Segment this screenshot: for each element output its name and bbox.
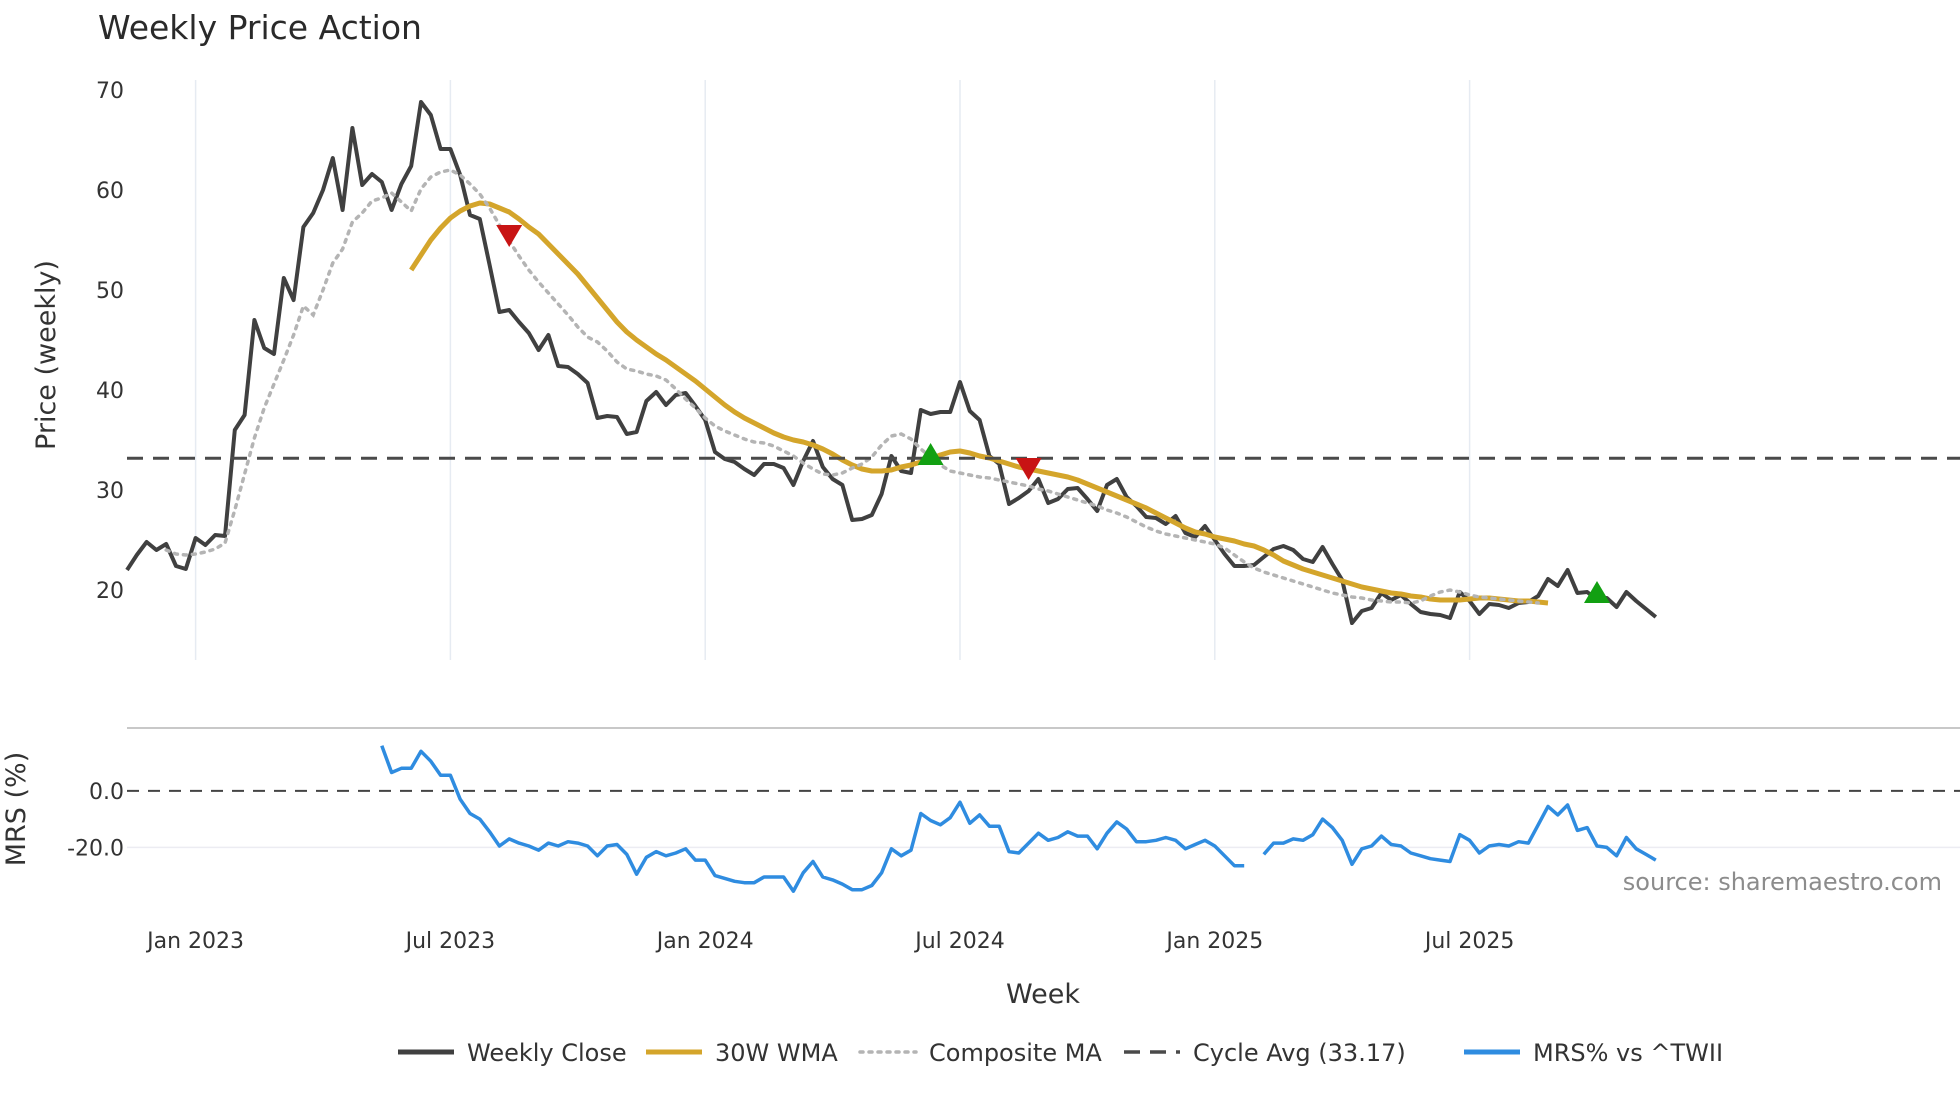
mrs-series-line (1262, 803, 1657, 867)
mrs-axis-label: MRS (%) (1, 752, 32, 867)
x-tick-label: Jul 2025 (1423, 929, 1515, 954)
composite-ma-line (164, 168, 1540, 605)
x-ticks: Jan 2023 Jul 2023 Jan 2024 Jul 2024 Jan 2025… (145, 929, 1514, 954)
sell-signal-marker (496, 225, 523, 247)
x-tick-label: Jan 2023 (145, 929, 244, 954)
wma-30w-line (409, 200, 1549, 606)
source-watermark: source: sharemaestro.com (1623, 868, 1942, 896)
x-tick-label: Jan 2025 (1164, 929, 1263, 954)
x-axis-label: Week (1006, 979, 1080, 1010)
signal-markers (496, 225, 1610, 603)
price-tick-label: 20 (96, 579, 124, 604)
mrs-tick-label: 0.0 (89, 780, 124, 805)
weekly-close-line (125, 100, 1658, 625)
buy-signal-marker (1584, 581, 1610, 603)
price-tick-label: 50 (96, 279, 124, 304)
mrs-y-ticks: 0.0 -20.0 (67, 780, 124, 862)
price-axis-label: Price (weekly) (31, 260, 62, 450)
price-tick-label: 60 (96, 179, 124, 204)
x-tick-label: Jul 2023 (404, 929, 496, 954)
legend: Weekly Close 30W WMA Composite MA Cycle Avg… (398, 1039, 1723, 1067)
x-tick-label: Jan 2024 (655, 929, 754, 954)
grid-layer (127, 80, 1960, 849)
legend-label: Weekly Close (467, 1039, 627, 1067)
price-tick-label: 30 (96, 479, 124, 504)
legend-label: MRS% vs ^TWII (1533, 1039, 1723, 1067)
legend-label: Composite MA (929, 1039, 1102, 1067)
mrs-series-line (380, 745, 1245, 893)
buy-signal-marker (917, 443, 944, 465)
legend-label: 30W WMA (715, 1039, 838, 1067)
mrs-tick-label: -20.0 (67, 836, 124, 861)
series-layer (125, 100, 1960, 893)
x-tick-label: Jul 2024 (913, 929, 1005, 954)
price-y-ticks: 20 30 40 50 60 70 (96, 79, 124, 604)
price-tick-label: 70 (96, 79, 124, 104)
chart-title: Weekly Price Action (98, 8, 422, 47)
legend-label: Cycle Avg (33.17) (1193, 1039, 1406, 1067)
sell-signal-marker (1015, 458, 1042, 480)
price-tick-label: 40 (96, 379, 124, 404)
